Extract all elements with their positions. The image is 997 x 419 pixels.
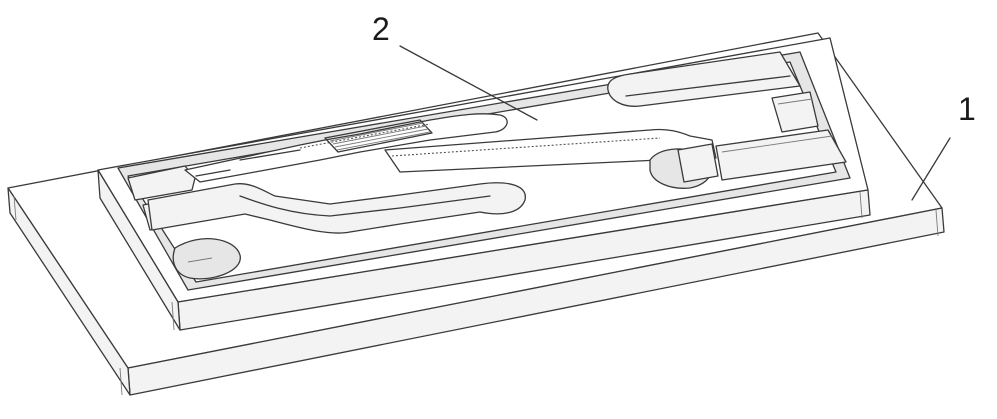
channel-layout <box>127 51 847 280</box>
leader-line-2 <box>399 45 538 121</box>
annotations: 2 1 <box>372 11 976 201</box>
detection-grating <box>324 119 433 153</box>
label-2: 2 <box>372 11 390 47</box>
tray-body <box>97 37 871 331</box>
leader-line-1 <box>911 137 951 201</box>
label-1: 1 <box>958 91 976 127</box>
